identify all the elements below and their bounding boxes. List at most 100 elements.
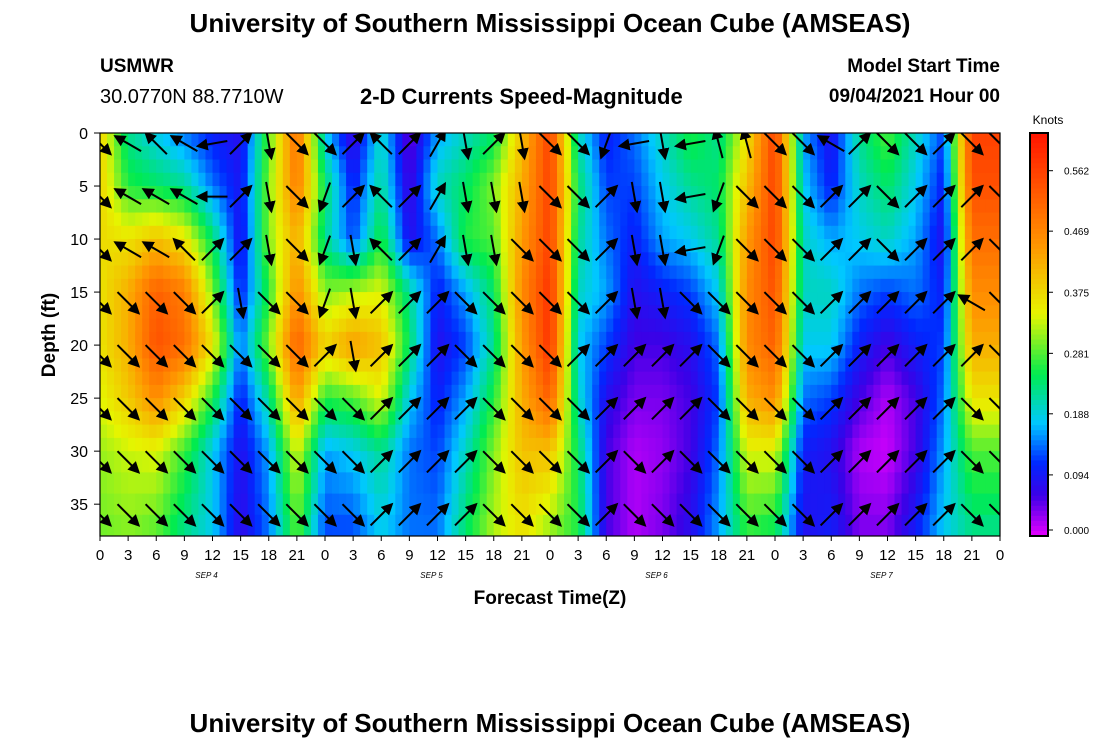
- heatmap-cell: [535, 305, 544, 320]
- heatmap-cell: [275, 292, 284, 306]
- heatmap-cell: [817, 225, 825, 240]
- heatmap-cell: [641, 292, 650, 306]
- heatmap-cell: [367, 451, 375, 473]
- heatmap-cell: [655, 493, 664, 516]
- current-vector-arrow: [988, 503, 1000, 527]
- heatmap-cell: [240, 225, 249, 240]
- heatmap-cell: [775, 186, 783, 200]
- heatmap-cell: [915, 305, 924, 320]
- heatmap-cell: [557, 172, 565, 187]
- heatmap-cell: [226, 172, 235, 187]
- heatmap-cell: [416, 331, 425, 346]
- x-tick-label: 12: [204, 547, 221, 564]
- heatmap-cell: [388, 371, 396, 386]
- heatmap-cell: [507, 358, 516, 373]
- current-vector-arrow: [285, 450, 309, 474]
- heatmap-cell: [212, 172, 221, 187]
- heatmap-cell: [887, 472, 896, 495]
- heatmap-cell: [690, 331, 699, 346]
- heatmap-cell: [507, 437, 516, 452]
- current-vector-arrow: [398, 502, 422, 527]
- heatmap-cell: [156, 384, 164, 399]
- heatmap-cell: [936, 305, 945, 320]
- heatmap-cell: [444, 437, 453, 452]
- heatmap-cell: [599, 424, 607, 439]
- heatmap-cell: [739, 172, 748, 187]
- heatmap-cell: [887, 437, 896, 452]
- heatmap-cell: [880, 345, 889, 359]
- heatmap-cell: [978, 424, 987, 439]
- heatmap-cell: [943, 212, 952, 227]
- heatmap-cell: [641, 186, 650, 200]
- heatmap-cell: [254, 384, 263, 399]
- colorbar-segment: [1030, 274, 1048, 280]
- heatmap-cell: [233, 265, 242, 280]
- heatmap-cell: [317, 358, 326, 373]
- heatmap-cell: [929, 225, 938, 240]
- heatmap-cell: [775, 172, 783, 187]
- heatmap-cell: [233, 331, 242, 346]
- heatmap-cell: [662, 212, 671, 227]
- heatmap-cell: [943, 411, 952, 426]
- current-vector-arrow: [960, 343, 984, 368]
- heatmap-cell: [261, 437, 270, 452]
- heatmap-cell: [142, 411, 150, 426]
- heatmap-cell: [550, 331, 558, 346]
- heatmap-cell: [423, 398, 432, 412]
- heatmap-cell: [908, 411, 917, 426]
- heatmap-cell: [416, 411, 425, 426]
- current-vector-arrow: [848, 343, 872, 368]
- current-vector-arrow: [988, 185, 1000, 209]
- heatmap-cell: [282, 384, 291, 399]
- heatmap-cell: [711, 424, 720, 439]
- heatmap-cell: [479, 424, 488, 439]
- heatmap-cell: [564, 159, 572, 174]
- heatmap-cell: [416, 265, 425, 280]
- heatmap-cell: [381, 371, 389, 386]
- heatmap-cell: [451, 318, 460, 333]
- heatmap-cell: [711, 358, 720, 373]
- heatmap-cell: [360, 358, 368, 373]
- current-vector-arrow: [285, 503, 309, 527]
- heatmap-cell: [873, 146, 882, 161]
- heatmap-cell: [697, 318, 706, 333]
- heatmap-cell: [789, 371, 797, 386]
- heatmap-cell: [922, 212, 931, 227]
- colorbar-segment: [1030, 233, 1048, 240]
- heatmap-cell: [585, 493, 593, 516]
- heatmap-cell: [388, 186, 396, 200]
- heatmap-cell: [374, 472, 382, 495]
- heatmap-cell: [465, 318, 474, 333]
- heatmap-cell: [451, 265, 460, 280]
- x-tick-label: 6: [152, 547, 160, 564]
- current-vector-arrow: [173, 503, 197, 527]
- heatmap-cell: [226, 331, 235, 346]
- heatmap-cell: [845, 451, 853, 473]
- heatmap-cell: [753, 278, 762, 293]
- heatmap-cell: [458, 472, 467, 495]
- heatmap-cell: [627, 437, 635, 452]
- heatmap-cell: [760, 398, 769, 412]
- heatmap-cell: [121, 424, 129, 439]
- heatmap-cell: [149, 252, 157, 267]
- heatmap-cell: [240, 278, 249, 293]
- heatmap-cell: [634, 265, 643, 280]
- heatmap-cell: [198, 265, 207, 280]
- heatmap-cell: [620, 146, 628, 161]
- heatmap-cell: [205, 239, 214, 253]
- heatmap-cell: [683, 252, 692, 267]
- heatmap-cell: [760, 305, 769, 320]
- heatmap-cell: [332, 186, 340, 200]
- heatmap-cell: [107, 384, 115, 399]
- heatmap-cell: [908, 472, 917, 495]
- heatmap-cell: [268, 384, 277, 399]
- heatmap-cell: [261, 411, 270, 426]
- heatmap-cell: [711, 451, 720, 473]
- heatmap-cell: [985, 371, 994, 386]
- heatmap-cell: [978, 493, 987, 516]
- heatmap-cell: [219, 172, 228, 187]
- heatmap-cell: [929, 278, 938, 293]
- heatmap-cell: [212, 384, 221, 399]
- heatmap-cell: [571, 451, 579, 473]
- heatmap-cell: [634, 493, 643, 516]
